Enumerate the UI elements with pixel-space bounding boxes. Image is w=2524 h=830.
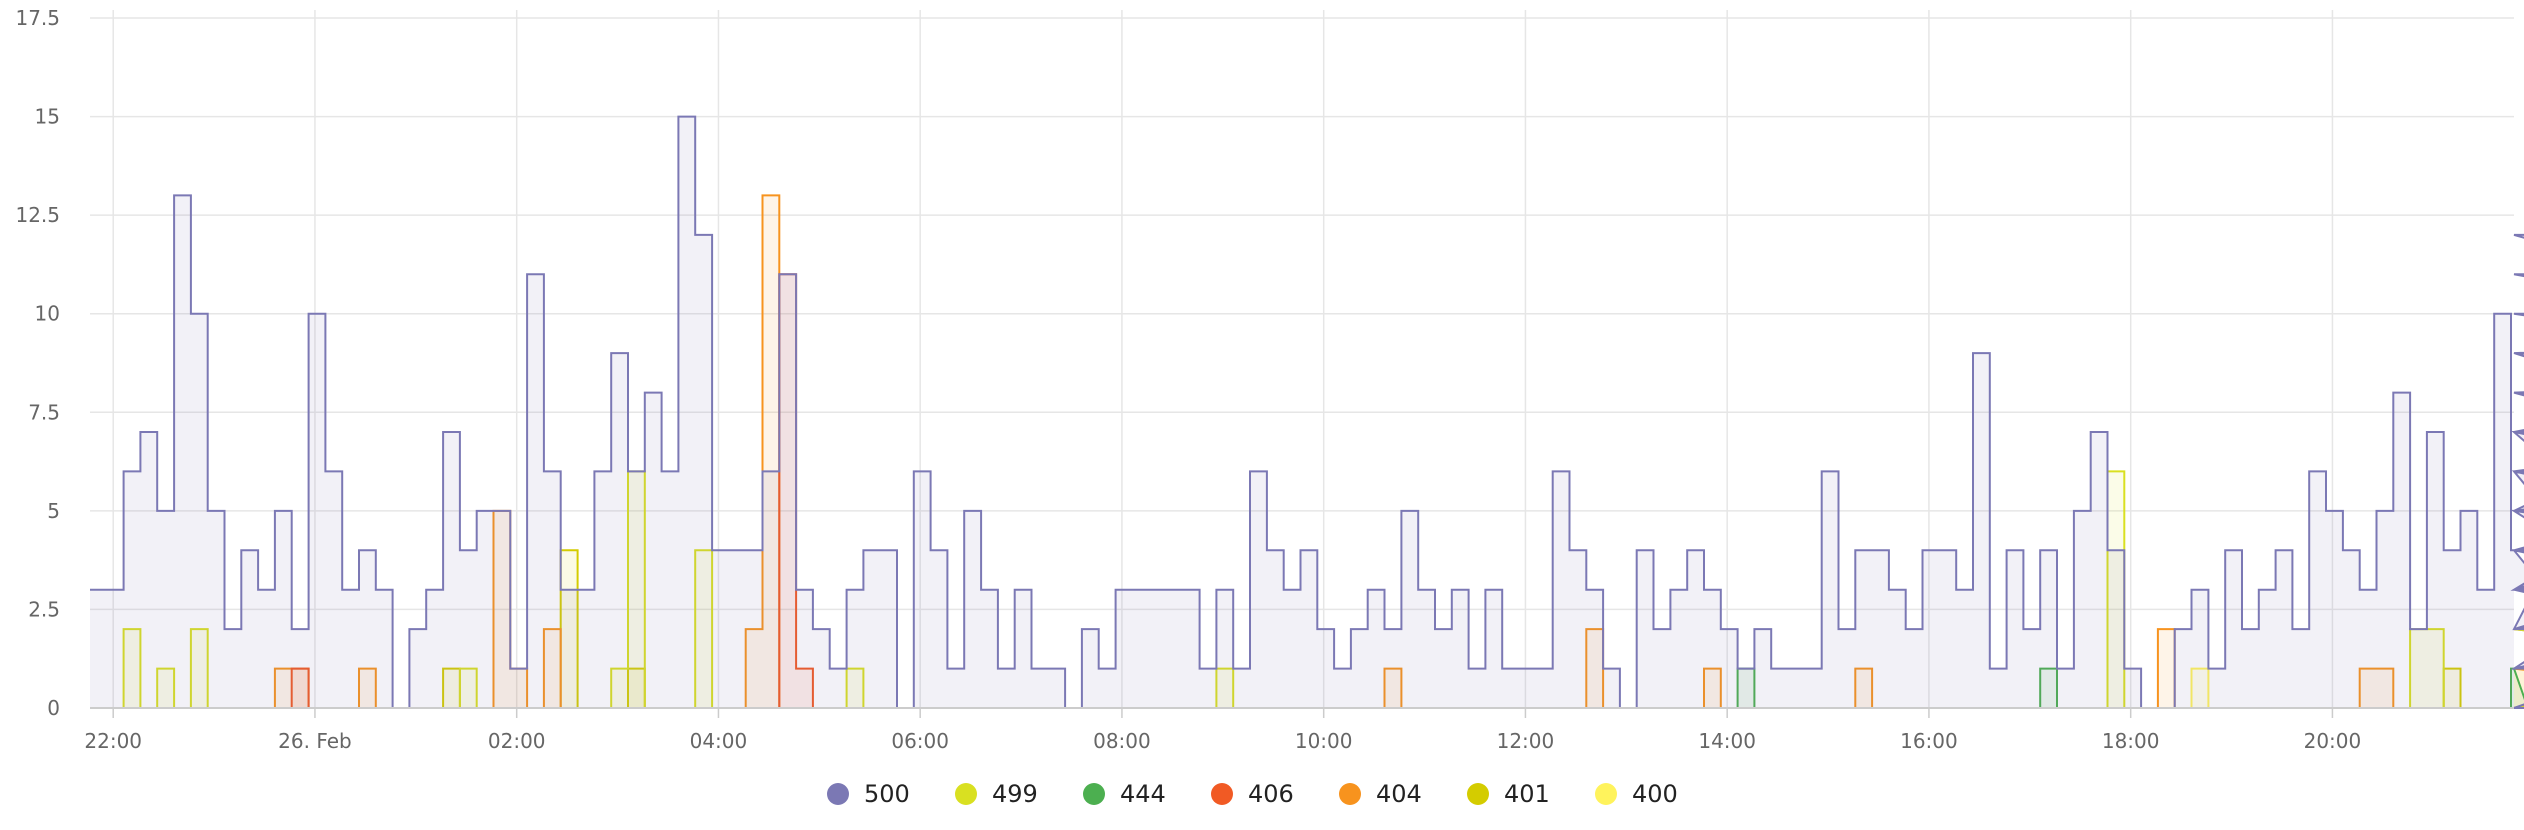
legend-marker	[1467, 783, 1489, 805]
x-tick-label: 10:00	[1295, 729, 1353, 753]
legend-label: 406	[1248, 780, 1294, 808]
legend-item-499[interactable]: 499	[955, 780, 1038, 808]
legend-marker	[955, 783, 977, 805]
legend-item-401[interactable]: 401	[1467, 780, 1550, 808]
grid-lines	[90, 10, 2514, 708]
legend-label: 499	[992, 780, 1038, 808]
y-tick-label: 15	[35, 105, 60, 129]
x-tick-label: 18:00	[2102, 729, 2160, 753]
series-500-area	[90, 116, 2524, 708]
y-tick-label: 12.5	[15, 203, 60, 227]
x-tick-label: 16:00	[1900, 729, 1958, 753]
legend-marker	[1083, 783, 1105, 805]
x-tick-label: 12:00	[1497, 729, 1555, 753]
axes: 0 2.5 5 7.5 10 12.5 15 17.5 22:00 26. Feb 02:00 04:…	[15, 6, 2514, 753]
legend: 500 499 444 406 404 401 400	[827, 780, 1678, 808]
x-tick-label: 04:00	[690, 729, 748, 753]
legend-label: 401	[1504, 780, 1550, 808]
y-tick-label: 10	[35, 302, 60, 326]
legend-label: 400	[1632, 780, 1678, 808]
x-tick-label: 20:00	[2304, 729, 2362, 753]
x-tick-label: 08:00	[1093, 729, 1151, 753]
legend-item-404[interactable]: 404	[1339, 780, 1422, 808]
legend-marker	[1211, 783, 1233, 805]
legend-item-406[interactable]: 406	[1211, 780, 1294, 808]
x-tick-label: 26. Feb	[278, 729, 352, 753]
legend-label: 444	[1120, 780, 1166, 808]
x-tick-label: 02:00	[488, 729, 546, 753]
legend-item-400[interactable]: 400	[1595, 780, 1678, 808]
y-tick-label: 2.5	[28, 597, 60, 621]
series-500-line[interactable]	[90, 115, 2524, 709]
legend-item-500[interactable]: 500	[827, 780, 910, 808]
y-tick-label: 17.5	[15, 6, 60, 30]
legend-marker	[1339, 783, 1361, 805]
legend-item-444[interactable]: 444	[1083, 780, 1166, 808]
y-tick-label: 0	[47, 696, 60, 720]
legend-label: 404	[1376, 780, 1422, 808]
legend-label: 500	[864, 780, 910, 808]
legend-marker	[827, 783, 849, 805]
x-tick-label: 14:00	[1698, 729, 1756, 753]
y-tick-label: 7.5	[28, 400, 60, 424]
series-499-area	[90, 471, 2524, 708]
x-tick-label: 22:00	[84, 729, 142, 753]
legend-marker	[1595, 783, 1617, 805]
x-tick-label: 06:00	[891, 729, 949, 753]
y-tick-label: 5	[47, 499, 60, 523]
